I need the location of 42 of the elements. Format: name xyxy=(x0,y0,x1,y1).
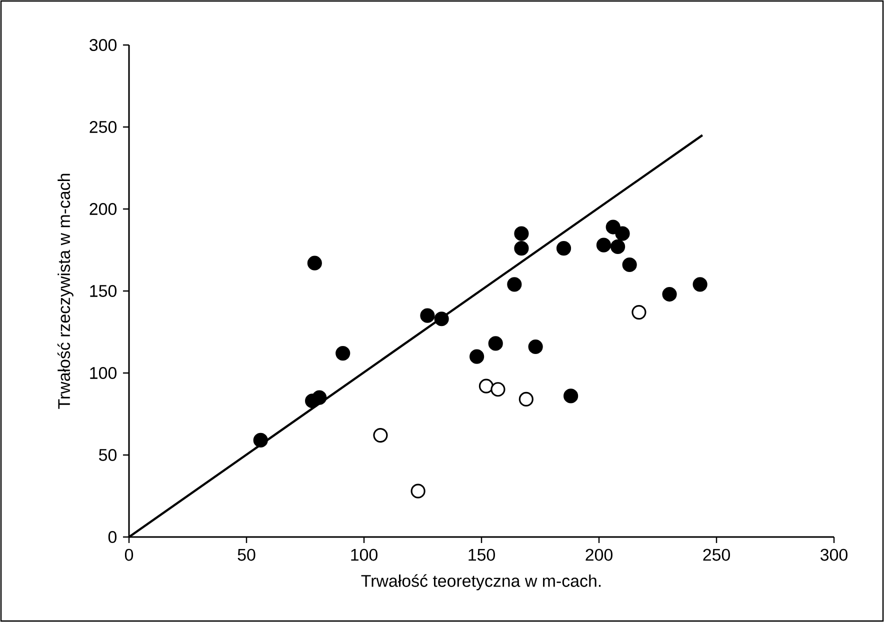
y-tick-label: 100 xyxy=(90,366,117,379)
point xyxy=(518,392,534,407)
y-tick-label: 250 xyxy=(90,120,117,133)
x-tick-label: 50 xyxy=(238,548,256,561)
point xyxy=(336,346,350,361)
point xyxy=(632,305,646,320)
y-tick-label: 0 xyxy=(108,530,117,543)
point xyxy=(615,226,630,241)
x-tick-label: 150 xyxy=(468,548,495,561)
point xyxy=(410,484,426,498)
x-tick-label: 0 xyxy=(124,548,134,561)
point xyxy=(434,312,449,326)
point xyxy=(596,238,612,252)
y-tick-label: 300 xyxy=(90,38,117,51)
point xyxy=(662,286,677,302)
point xyxy=(312,390,327,405)
y-tick-label: 50 xyxy=(98,448,117,461)
x-tick-label: 200 xyxy=(586,548,612,561)
point xyxy=(478,378,494,394)
point xyxy=(556,241,572,256)
point xyxy=(610,239,626,254)
point xyxy=(253,432,268,448)
point xyxy=(514,226,529,241)
point xyxy=(507,277,522,292)
point xyxy=(420,308,435,323)
x-tick-label: 250 xyxy=(703,548,730,561)
point xyxy=(692,277,708,292)
point xyxy=(470,349,484,364)
x-axis-title: Trwałość teoretyczna w m-cach. xyxy=(361,574,601,590)
y-tick-label: 200 xyxy=(90,202,117,215)
point xyxy=(490,382,506,397)
point xyxy=(622,257,637,272)
point xyxy=(528,339,543,354)
point xyxy=(514,241,529,256)
point xyxy=(564,388,578,404)
x-tick-label: 100 xyxy=(351,548,378,561)
point xyxy=(488,336,503,351)
y-tick-label: 150 xyxy=(90,284,117,297)
point xyxy=(307,256,322,270)
x-tick-label: 300 xyxy=(820,548,848,561)
point xyxy=(373,428,388,443)
y-axis-title: Trwałość rzeczywista w m-cach xyxy=(57,174,74,409)
